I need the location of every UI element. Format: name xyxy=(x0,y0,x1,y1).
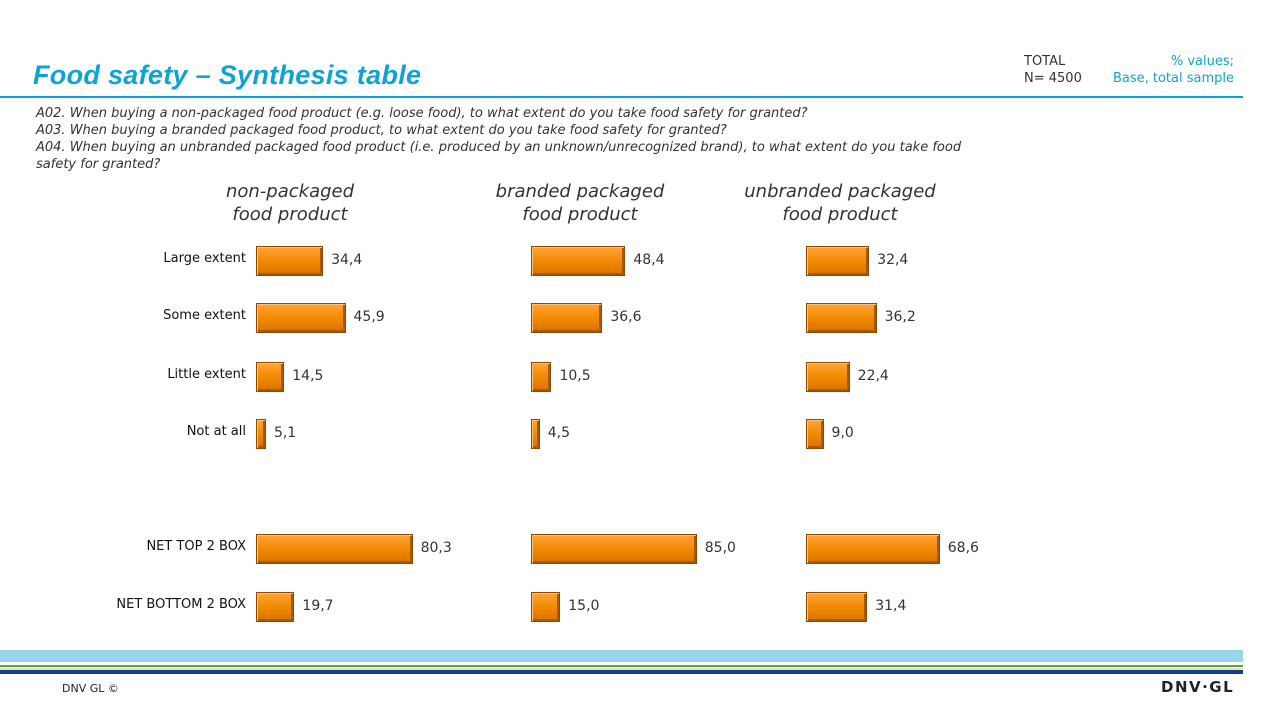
data-label: 85,0 xyxy=(704,540,736,556)
category-label: Large extent xyxy=(163,251,246,266)
page-title: Food safety – Synthesis table xyxy=(33,60,422,90)
data-label: 32,4 xyxy=(877,252,909,268)
question-a02: A02. When buying a non-packaged food pro… xyxy=(36,106,808,121)
values-note: % values; xyxy=(1170,54,1234,69)
bar xyxy=(531,303,603,333)
column-header: branded packaged food product xyxy=(450,180,710,226)
category-label: Little extent xyxy=(167,367,246,382)
dnv-gl-logo: DNV·GL xyxy=(1161,678,1235,696)
bar xyxy=(806,362,850,392)
bar xyxy=(531,534,697,564)
bar xyxy=(256,303,346,333)
data-label: 5,1 xyxy=(273,425,297,441)
question-a03: A03. When buying a branded packaged food… xyxy=(36,123,727,138)
column-header-line: food product xyxy=(522,204,638,225)
data-label: 15,0 xyxy=(568,598,600,614)
data-label: 9,0 xyxy=(831,425,854,441)
data-label: 80,3 xyxy=(420,540,452,556)
bar xyxy=(256,246,324,276)
bar xyxy=(256,592,295,622)
questions: A02. When buying a non-packaged food pro… xyxy=(36,105,986,173)
data-label: 14,5 xyxy=(292,368,324,384)
footer-band xyxy=(0,650,1243,662)
category-label: Not at all xyxy=(186,424,246,439)
column-header-line: food product xyxy=(782,204,898,225)
total-label: TOTAL xyxy=(1024,54,1066,69)
bar xyxy=(531,592,561,622)
bar xyxy=(806,419,824,449)
bar xyxy=(531,419,540,449)
category-label: NET BOTTOM 2 BOX xyxy=(116,597,246,612)
column-header: non-packaged food product xyxy=(160,180,420,226)
base-note: Base, total sample xyxy=(1112,71,1234,86)
bar xyxy=(806,246,870,276)
column-header: unbranded packaged food product xyxy=(710,180,970,226)
category-label: Some extent xyxy=(163,308,246,323)
question-a04: A04. When buying an unbranded packaged f… xyxy=(36,140,962,172)
sample-info: TOTAL N= 4500 xyxy=(1024,53,1082,87)
bar xyxy=(531,246,626,276)
bar xyxy=(256,419,266,449)
data-label: 36,6 xyxy=(610,309,642,325)
copyright: DNV GL © xyxy=(62,682,119,695)
data-label: 22,4 xyxy=(857,368,889,384)
sample-size: N= 4500 xyxy=(1024,71,1082,86)
footer-stripe-blue xyxy=(0,670,1243,674)
data-label: 34,4 xyxy=(331,252,363,268)
data-label: 48,4 xyxy=(633,252,665,268)
category-label: NET TOP 2 BOX xyxy=(146,539,246,554)
bar xyxy=(806,592,868,622)
footer-stripe-green xyxy=(0,665,1243,667)
bar xyxy=(256,362,285,392)
column-header-line: branded packaged xyxy=(495,181,665,202)
data-label: 31,4 xyxy=(875,598,907,614)
column-header-line: food product xyxy=(232,204,348,225)
data-label: 4,5 xyxy=(547,425,571,441)
bar xyxy=(256,534,413,564)
bar xyxy=(531,362,552,392)
column-header-line: non-packaged xyxy=(225,181,355,202)
title-divider xyxy=(0,96,1243,98)
base-info: % values; Base, total sample xyxy=(1113,53,1234,87)
data-label: 36,2 xyxy=(884,309,916,325)
footer-stripe-light xyxy=(0,668,1243,670)
data-label: 10,5 xyxy=(559,368,591,384)
data-label: 19,7 xyxy=(302,598,334,614)
column-header-line: unbranded packaged xyxy=(744,181,936,202)
bar xyxy=(806,534,940,564)
data-label: 45,9 xyxy=(353,309,385,325)
bar xyxy=(806,303,877,333)
data-label: 68,6 xyxy=(947,540,979,556)
